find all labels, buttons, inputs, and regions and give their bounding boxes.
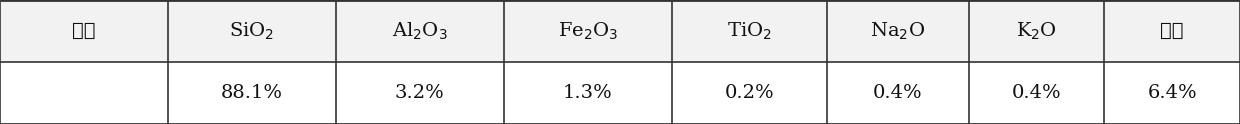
Text: 88.1%: 88.1% <box>221 84 283 102</box>
Text: 6.4%: 6.4% <box>1147 84 1197 102</box>
Text: 其它: 其它 <box>1161 22 1184 40</box>
Text: 项目: 项目 <box>72 22 95 40</box>
Text: TiO$_2$: TiO$_2$ <box>727 20 771 42</box>
Text: 3.2%: 3.2% <box>394 84 445 102</box>
Text: K$_2$O: K$_2$O <box>1016 20 1056 42</box>
Text: 1.3%: 1.3% <box>563 84 613 102</box>
Text: Na$_2$O: Na$_2$O <box>870 20 925 42</box>
Bar <box>0 0 1240 62</box>
Text: Al$_2$O$_3$: Al$_2$O$_3$ <box>392 20 448 42</box>
Text: 0.4%: 0.4% <box>1012 84 1061 102</box>
Text: 0.2%: 0.2% <box>724 84 774 102</box>
Text: Fe$_2$O$_3$: Fe$_2$O$_3$ <box>558 20 618 42</box>
Text: SiO$_2$: SiO$_2$ <box>229 20 274 42</box>
Text: 0.4%: 0.4% <box>873 84 923 102</box>
